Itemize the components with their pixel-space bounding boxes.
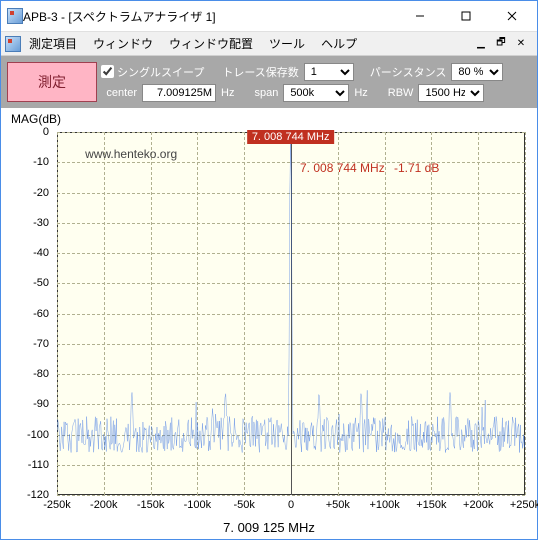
mdi-close-icon[interactable]: ✕	[513, 37, 529, 51]
span-label: span	[254, 87, 278, 99]
spectrum-chart: 7. 008 744 MHz 7. 008 744 MHz -1.71 dB w…	[57, 132, 525, 495]
minimize-button[interactable]	[397, 1, 443, 31]
center-unit: Hz	[221, 87, 234, 99]
menubar: 測定項目 ウィンドウ ウィンドウ配置 ツール ヘルプ ▁ 🗗 ✕	[1, 32, 537, 56]
chart-ylabel: MAG(dB)	[11, 112, 61, 126]
mdi-minimize-icon[interactable]: ▁	[473, 37, 489, 51]
menu-item[interactable]: 測定項目	[21, 33, 85, 54]
persistence-label: パーシスタンス	[370, 64, 447, 80]
span-select[interactable]: 500k	[283, 84, 349, 102]
span-unit: Hz	[354, 87, 367, 99]
chart-xlabel: 7. 009 125 MHz	[223, 520, 315, 535]
menu-app-icon	[5, 36, 21, 52]
cursor-readout-freq: 7. 008 744 MHz	[300, 161, 385, 175]
single-sweep-label: シングルスイープ	[117, 64, 204, 80]
center-label: center	[101, 87, 137, 99]
center-input[interactable]	[142, 84, 216, 102]
menu-item[interactable]: ウィンドウ配置	[161, 33, 261, 54]
control-panel: 測定 シングルスイープ トレース保存数 1 パーシスタンス 80 % cente…	[1, 56, 537, 108]
app-icon	[7, 8, 23, 24]
menu-item[interactable]: ウィンドウ	[85, 33, 161, 54]
chart-area: MAG(dB) 0-10-20-30-40-50-60-70-80-90-100…	[1, 108, 537, 539]
maximize-button[interactable]	[443, 1, 489, 31]
trace-count-label: トレース保存数	[222, 64, 298, 80]
watermark-text: www.henteko.org	[85, 147, 177, 161]
cursor-readout-db: -1.71 dB	[394, 161, 439, 175]
menu-item[interactable]: ツール	[261, 33, 313, 54]
menu-item[interactable]: ヘルプ	[313, 33, 365, 54]
trace-count-select[interactable]: 1	[304, 63, 354, 81]
peak-marker-tag: 7. 008 744 MHz	[247, 130, 335, 144]
window-title: APB-3 - [スペクトラムアナライザ 1]	[23, 8, 397, 25]
close-button[interactable]	[489, 1, 535, 31]
spectrum-trace	[57, 132, 525, 495]
rbw-label: RBW	[388, 87, 414, 99]
measure-button[interactable]: 測定	[7, 62, 97, 102]
rbw-select[interactable]: 1500 Hz	[418, 84, 484, 102]
single-sweep-checkbox[interactable]: シングルスイープ	[101, 64, 204, 80]
mdi-restore-icon[interactable]: 🗗	[493, 37, 509, 51]
titlebar: APB-3 - [スペクトラムアナライザ 1]	[1, 1, 537, 32]
persistence-select[interactable]: 80 %	[451, 63, 503, 81]
